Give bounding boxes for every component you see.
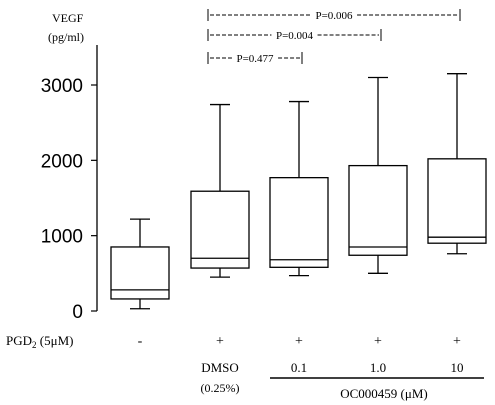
pgd2-sign: + bbox=[374, 334, 382, 349]
pgd2-sign: + bbox=[216, 334, 224, 349]
iqr-box bbox=[270, 178, 328, 268]
iqr-box bbox=[111, 247, 169, 299]
iqr-box bbox=[428, 159, 486, 243]
y-tick-label: 3000 bbox=[41, 76, 83, 97]
group-label: OC000459 (μM) bbox=[340, 386, 428, 401]
boxes bbox=[111, 74, 486, 309]
pgd2-sign: + bbox=[453, 334, 461, 349]
box-1 bbox=[191, 105, 249, 278]
box-4 bbox=[428, 74, 486, 254]
y-axis-label-line-2: (pg/ml) bbox=[48, 30, 84, 44]
iqr-box bbox=[191, 191, 249, 268]
box-0 bbox=[111, 219, 169, 309]
pgd2-sign: - bbox=[138, 334, 143, 349]
treatment-label: DMSO bbox=[201, 360, 239, 375]
box-2 bbox=[270, 102, 328, 276]
box-3 bbox=[349, 77, 407, 273]
treatment-label: 10 bbox=[451, 360, 464, 375]
p-value-label: P=0.477 bbox=[236, 53, 274, 65]
iqr-box bbox=[349, 166, 407, 256]
comparison-bracket: P=0.004 bbox=[208, 29, 381, 42]
y-axis-label-line-1: VEGF bbox=[52, 11, 84, 25]
y-tick-label: 1000 bbox=[41, 227, 83, 248]
axes: 0 1000 2000 3000 bbox=[41, 45, 97, 323]
y-tick-label: 2000 bbox=[41, 151, 83, 172]
p-value-label: P=0.006 bbox=[315, 10, 353, 22]
treatment-label: 1.0 bbox=[370, 360, 386, 375]
comparison-bracket: P=0.006 bbox=[208, 9, 460, 22]
p-value-label: P=0.004 bbox=[276, 30, 314, 42]
x-category-labels: PGD2 (5μM) - + DMSO (0.25%) +0.1 +1.0 +10 OC0004… bbox=[6, 333, 484, 401]
pgd2-sign: + bbox=[295, 334, 303, 349]
pgd2-row-label: PGD2 (5μM) bbox=[6, 333, 73, 350]
y-tick-label: 0 bbox=[72, 302, 83, 323]
treatment-label: 0.1 bbox=[291, 360, 307, 375]
comparison-bracket: P=0.477 bbox=[208, 52, 302, 65]
treatment-sublabel: (0.25%) bbox=[201, 381, 240, 395]
